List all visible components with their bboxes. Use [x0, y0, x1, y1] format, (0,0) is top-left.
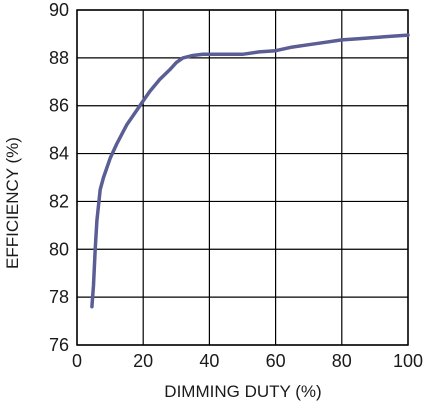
y-tick-label: 78	[49, 287, 69, 307]
y-tick-label: 76	[49, 335, 69, 355]
y-tick-label: 90	[49, 0, 69, 20]
x-tick-labels: 0 20 40 60 80 100	[72, 351, 423, 371]
grid	[76, 9, 409, 346]
y-tick-label: 84	[49, 144, 69, 164]
x-tick-label: 80	[332, 351, 352, 371]
x-tick-label: 40	[199, 351, 219, 371]
y-tick-label: 82	[49, 191, 69, 211]
y-tick-label: 80	[49, 239, 69, 259]
y-tick-labels: 76 78 80 82 84 86 88 90	[49, 0, 69, 355]
y-tick-label: 86	[49, 96, 69, 116]
x-tick-label: 100	[393, 351, 423, 371]
series-group	[90, 33, 410, 309]
plot-frame	[76, 9, 409, 346]
x-tick-label: 0	[72, 351, 82, 371]
y-tick-label: 88	[49, 48, 69, 68]
x-tick-label: 20	[133, 351, 153, 371]
efficiency-series-line	[90, 33, 410, 309]
x-axis-label: DIMMING DUTY (%)	[164, 382, 321, 401]
x-tick-label: 60	[266, 351, 286, 371]
y-axis-label: EFFICIENCY (%)	[3, 137, 22, 269]
